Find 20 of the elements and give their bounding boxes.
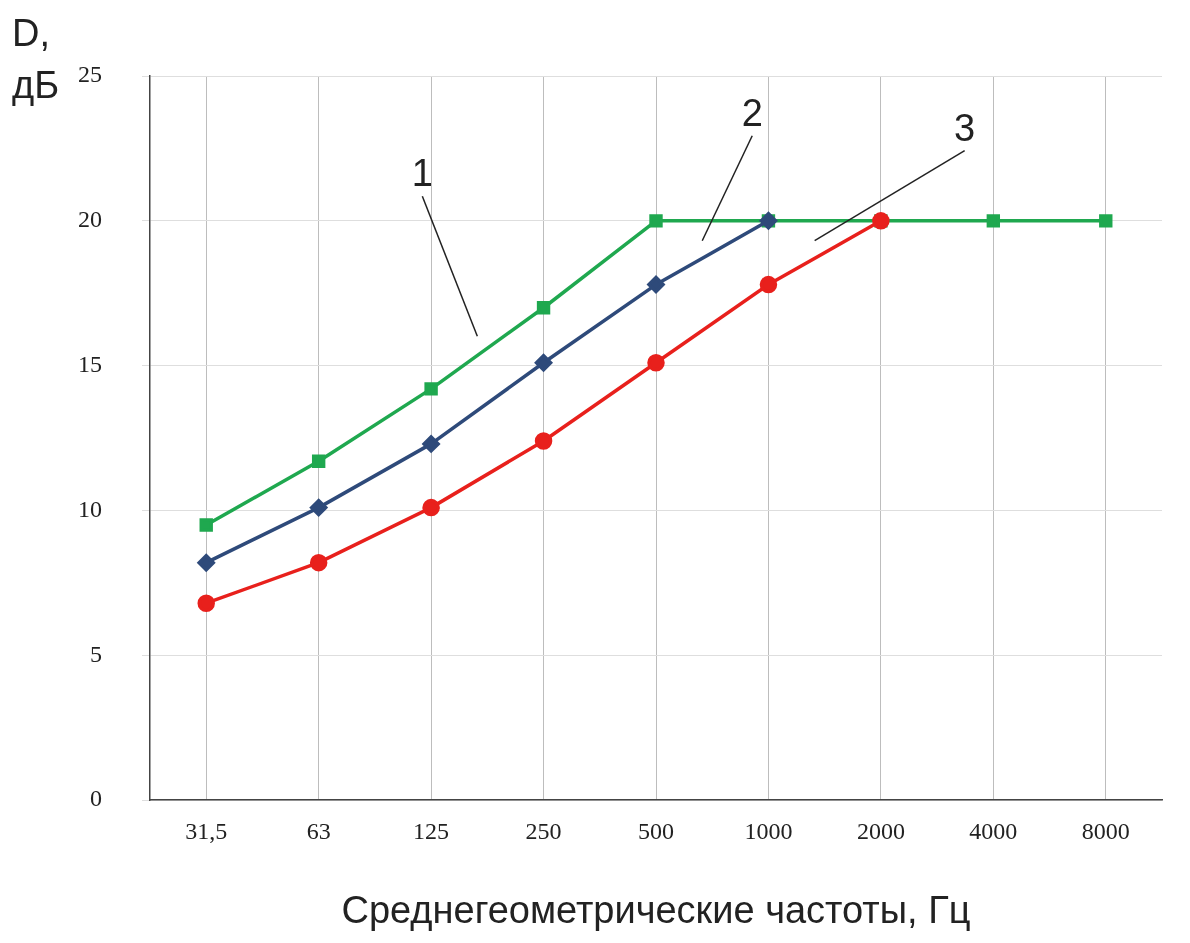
x-tick-label: 125 [413,817,450,844]
text: 3 [954,106,976,149]
y-tick-label: 15 [78,350,102,377]
text: 1 [411,152,433,195]
y-tick-label: 25 [78,61,102,88]
x-tick-label: 8000 [1081,817,1130,844]
x-tick-label: 2000 [856,817,905,844]
y-tick-label: 5 [90,640,102,667]
y-tick-label: 0 [90,785,102,812]
x-tick-label: 4000 [969,817,1018,844]
x-tick-label: 1000 [744,817,793,844]
y-tick-label: 20 [78,206,102,233]
x-tick-label: 31,5 [185,817,228,844]
text: 2 [741,91,763,134]
x-tick-label: 500 [638,817,674,844]
y-tick-label: 10 [78,495,102,522]
x-axis-title: Среднегеометрические частоты, Гц [341,889,971,931]
y-axis-title: D, дБ [12,12,60,106]
x-tick-label: 63 [306,817,331,844]
x-tick-label: 250 [525,817,562,844]
